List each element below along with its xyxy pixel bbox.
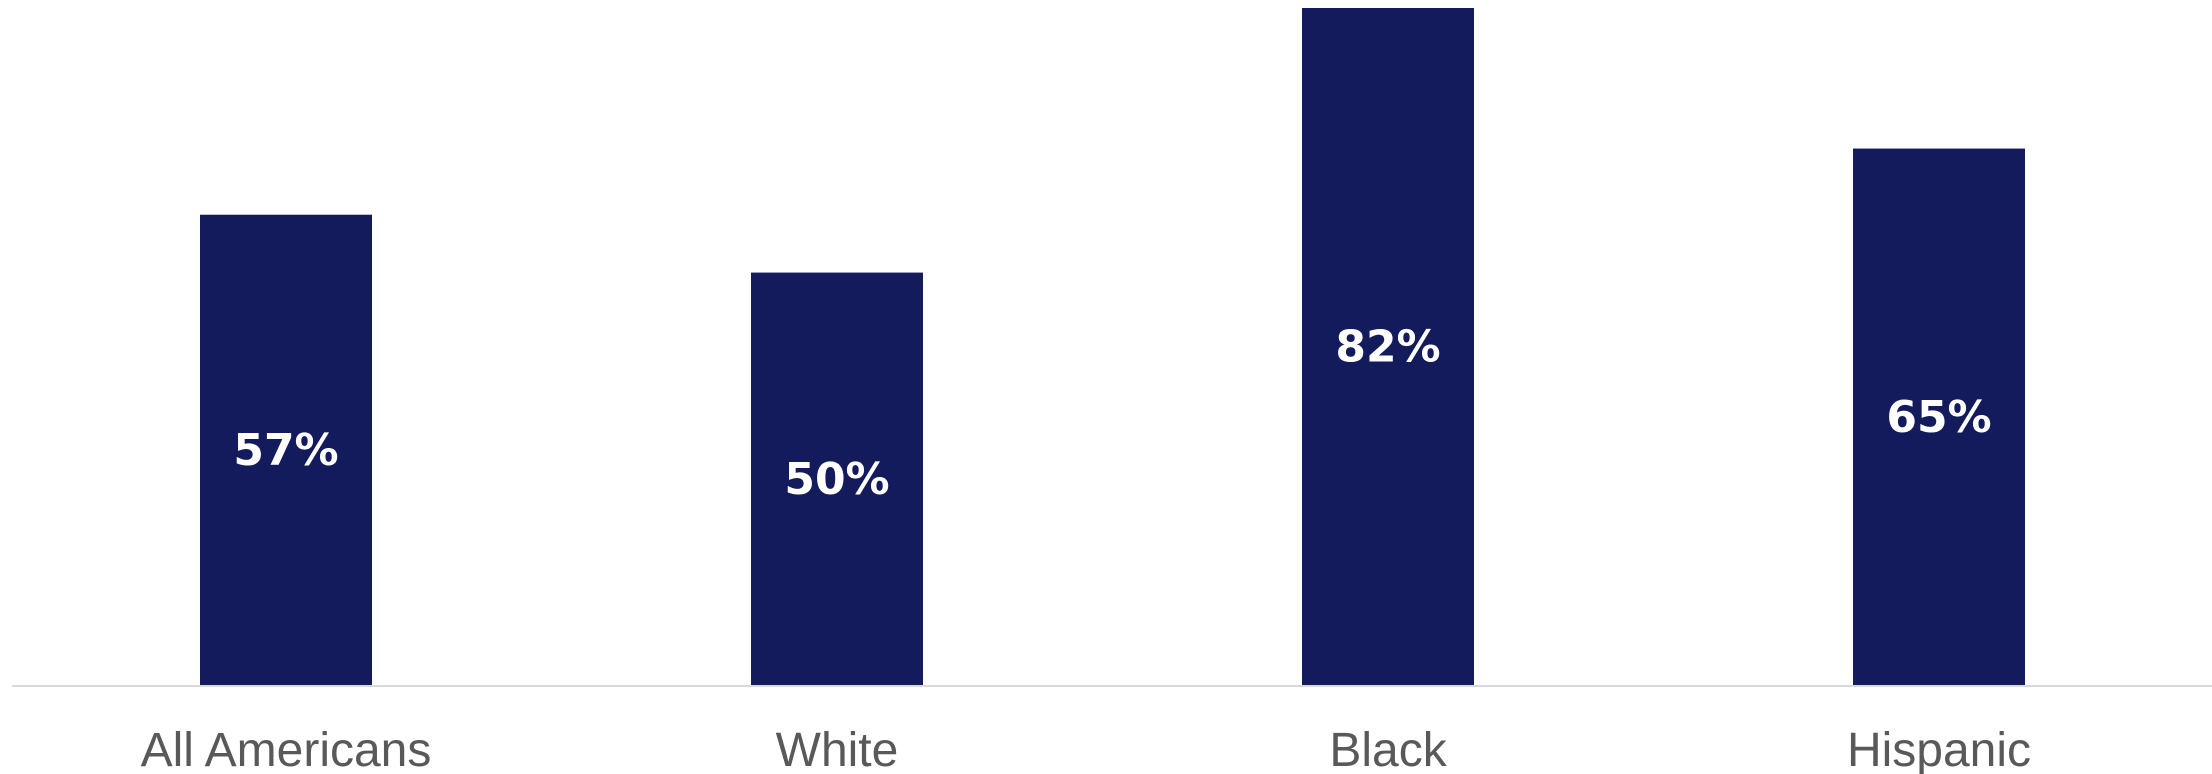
category-label-hispanic: Hispanic (1847, 724, 2031, 774)
category-label-all-americans: All Americans (141, 724, 432, 774)
category-labels-group: All Americans White Black Hispanic (141, 724, 2031, 774)
bars-group (200, 8, 2025, 686)
bar-black (1302, 8, 1474, 686)
data-label-hispanic: 65% (1886, 392, 1991, 443)
bar-hispanic (1853, 148, 2025, 686)
data-label-all-americans: 57% (233, 425, 338, 476)
labels-group: 57% 50% 82% 65% (233, 322, 1991, 505)
category-label-white: White (776, 724, 899, 774)
data-label-white: 50% (784, 454, 889, 505)
category-label-black: Black (1329, 724, 1447, 774)
data-label-black: 82% (1335, 322, 1440, 373)
bar-white (751, 272, 923, 686)
bar-all-americans (200, 214, 372, 686)
